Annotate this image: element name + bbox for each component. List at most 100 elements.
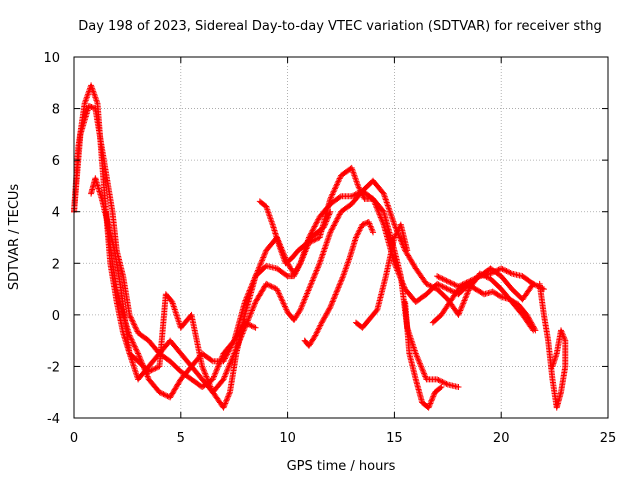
data-point bbox=[355, 230, 362, 237]
data-point bbox=[463, 291, 470, 298]
data-point bbox=[329, 191, 336, 198]
data-point bbox=[400, 281, 407, 288]
data-point bbox=[244, 293, 251, 300]
data-point bbox=[415, 357, 422, 364]
data-point bbox=[434, 376, 441, 383]
data-point bbox=[260, 254, 267, 261]
data-point bbox=[438, 275, 445, 282]
data-point bbox=[212, 370, 219, 377]
data-point bbox=[249, 307, 255, 314]
data-point bbox=[530, 280, 537, 287]
data-point bbox=[338, 275, 345, 282]
data-point bbox=[231, 349, 238, 356]
data-point bbox=[224, 367, 231, 374]
data-point bbox=[308, 280, 315, 287]
data-point bbox=[220, 404, 227, 411]
data-point bbox=[399, 280, 406, 287]
data-point bbox=[315, 216, 322, 223]
data-point bbox=[459, 303, 466, 310]
data-point bbox=[331, 221, 338, 228]
data-point bbox=[502, 267, 509, 274]
data-point bbox=[232, 347, 239, 354]
data-point bbox=[327, 229, 334, 236]
data-point bbox=[246, 314, 253, 321]
data-point bbox=[335, 212, 342, 219]
data-point bbox=[133, 327, 140, 334]
data-point bbox=[245, 316, 252, 323]
data-point bbox=[430, 393, 437, 400]
data-point bbox=[438, 282, 445, 289]
data-point bbox=[498, 265, 505, 272]
data-point bbox=[427, 282, 434, 289]
data-point bbox=[436, 274, 443, 281]
data-point bbox=[442, 380, 449, 387]
data-point bbox=[334, 215, 341, 222]
data-point bbox=[460, 280, 467, 287]
data-point bbox=[221, 401, 228, 408]
data-point bbox=[282, 304, 289, 311]
data-point bbox=[397, 235, 404, 242]
data-point bbox=[333, 181, 340, 188]
data-point bbox=[316, 323, 323, 330]
data-point bbox=[230, 339, 237, 346]
data-point bbox=[396, 234, 403, 241]
data-point bbox=[221, 373, 228, 380]
data-point bbox=[127, 314, 134, 321]
data-point bbox=[458, 282, 465, 289]
data-point bbox=[426, 401, 433, 408]
data-point bbox=[246, 287, 253, 294]
data-point bbox=[396, 273, 403, 280]
data-point bbox=[326, 211, 333, 218]
data-point bbox=[499, 266, 506, 273]
data-point bbox=[308, 278, 315, 285]
data-point bbox=[321, 247, 328, 254]
data-point bbox=[378, 217, 385, 224]
data-point bbox=[325, 306, 332, 313]
data-point bbox=[466, 278, 473, 285]
data-point bbox=[281, 302, 288, 309]
data-point bbox=[223, 397, 230, 404]
data-point bbox=[374, 207, 381, 214]
data-point bbox=[302, 293, 309, 300]
data-point bbox=[389, 215, 396, 222]
data-point bbox=[443, 380, 450, 387]
data-point bbox=[226, 361, 233, 368]
data-point bbox=[388, 212, 395, 219]
data-point bbox=[325, 233, 332, 240]
data-point bbox=[439, 378, 446, 385]
data-point bbox=[230, 351, 237, 358]
data-point bbox=[336, 283, 343, 290]
data-point bbox=[332, 291, 339, 298]
data-point bbox=[305, 287, 312, 294]
data-point bbox=[327, 302, 334, 309]
data-point bbox=[326, 230, 333, 237]
data-point bbox=[496, 293, 503, 300]
data-point bbox=[326, 210, 333, 217]
data-point bbox=[247, 286, 254, 293]
data-point bbox=[291, 273, 298, 280]
data-point bbox=[417, 361, 424, 368]
data-point bbox=[235, 340, 242, 347]
data-point bbox=[149, 366, 156, 373]
data-point bbox=[310, 274, 317, 281]
data-point bbox=[369, 227, 376, 234]
data-point bbox=[215, 363, 222, 370]
data-point bbox=[327, 208, 334, 215]
data-point bbox=[443, 277, 450, 284]
data-point bbox=[494, 267, 501, 274]
data-point bbox=[350, 192, 357, 199]
data-point bbox=[238, 331, 245, 338]
data-point bbox=[531, 326, 538, 333]
data-point bbox=[488, 269, 495, 276]
data-point bbox=[324, 309, 331, 316]
data-point bbox=[492, 268, 499, 275]
data-point bbox=[333, 216, 340, 223]
data-point bbox=[247, 322, 254, 329]
data-point bbox=[316, 260, 323, 267]
data-point bbox=[314, 328, 321, 335]
data-point bbox=[381, 193, 388, 200]
data-point bbox=[437, 384, 444, 391]
data-point bbox=[299, 302, 306, 309]
data-point bbox=[412, 350, 419, 357]
data-point bbox=[129, 318, 136, 325]
